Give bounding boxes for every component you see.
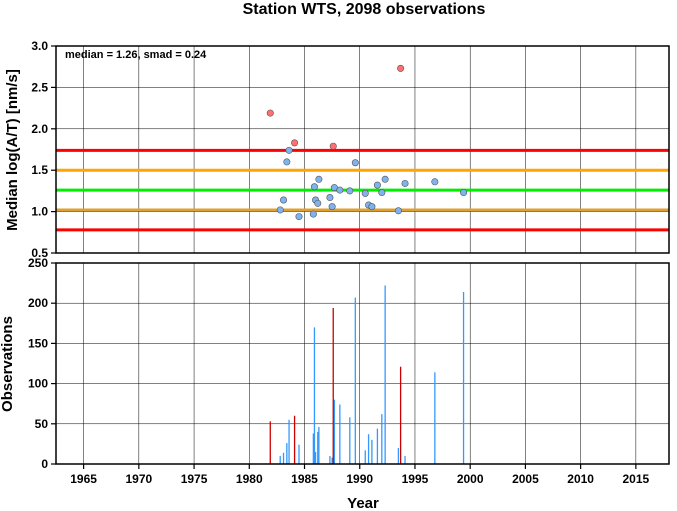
top-y-ticks: 0.5 1.0 1.5 2.0 2.5 3.0 <box>31 39 56 260</box>
top-y-tick-label: 1.0 <box>31 205 48 219</box>
data-point <box>315 175 323 183</box>
bottom-y-tick-label: 0 <box>41 457 48 471</box>
x-tick-label: 1975 <box>181 472 208 486</box>
x-tick-label: 2010 <box>567 472 594 486</box>
top-y-tick-label: 0.5 <box>31 246 48 260</box>
top-data-points <box>266 64 468 221</box>
bottom-plot-frame <box>55 262 670 465</box>
x-tick-label: 2005 <box>512 472 539 486</box>
data-point <box>346 187 354 195</box>
stats-annotation: median = 1.26, smad = 0.24 <box>65 49 207 61</box>
top-y-axis-title: Median log(A/T) [nm/s] <box>4 69 21 231</box>
top-panel: 0.5 1.0 1.5 2.0 2.5 3.0 median = 1.26, smad =… <box>4 39 670 260</box>
bottom-y-axis-title: Observations <box>0 316 16 412</box>
top-plot-frame <box>55 45 670 254</box>
data-point <box>368 203 376 211</box>
data-point <box>397 64 405 72</box>
x-tick-label: 1995 <box>402 472 429 486</box>
x-tick-label: 1985 <box>291 472 318 486</box>
bottom-grid <box>56 262 669 465</box>
data-point <box>276 206 284 214</box>
data-point <box>361 189 369 197</box>
data-point <box>329 142 337 150</box>
top-reference-lines <box>56 148 669 232</box>
data-point <box>431 178 439 186</box>
data-point <box>460 189 468 197</box>
data-point <box>328 203 336 211</box>
x-tick-label: 1970 <box>125 472 152 486</box>
data-point <box>351 159 359 167</box>
bottom-y-tick-label: 200 <box>28 296 48 310</box>
chart-title: Station WTS, 2098 observations <box>243 1 486 18</box>
top-y-tick-label: 1.5 <box>31 163 48 177</box>
data-point <box>394 207 402 215</box>
x-tick-label: 1980 <box>236 472 263 486</box>
bottom-y-ticks: 0 50 100 150 200 250 <box>28 256 56 471</box>
bottom-y-tick-label: 50 <box>35 417 49 431</box>
data-point <box>266 109 274 117</box>
bottom-y-tick-label: 150 <box>28 336 48 350</box>
data-point <box>381 175 389 183</box>
data-point <box>378 189 386 197</box>
data-point <box>373 181 381 189</box>
data-point <box>283 158 291 166</box>
top-y-tick-label: 2.0 <box>31 122 48 136</box>
bottom-panel: 0 50 100 150 200 250 1965 1970 1975 1980 1985 1990… <box>0 256 670 511</box>
data-point <box>295 213 303 221</box>
x-axis-title: Year <box>347 495 379 511</box>
data-point <box>326 194 334 202</box>
bottom-x-ticks: 1965 1970 1975 1980 1985 1990 1995 2000 2005 2010… <box>70 464 650 486</box>
data-point <box>310 183 318 191</box>
data-point <box>309 210 317 218</box>
data-point <box>401 179 409 187</box>
data-point <box>291 139 299 147</box>
data-point <box>336 186 344 194</box>
data-point <box>280 196 288 204</box>
x-tick-label: 2000 <box>457 472 484 486</box>
x-tick-label: 1990 <box>346 472 373 486</box>
top-y-tick-label: 2.5 <box>31 80 48 94</box>
bottom-y-tick-label: 250 <box>28 256 48 270</box>
x-tick-label: 2015 <box>623 472 650 486</box>
top-y-tick-label: 3.0 <box>31 39 48 53</box>
bottom-y-tick-label: 100 <box>28 377 48 391</box>
x-tick-label: 1965 <box>70 472 97 486</box>
bottom-bars <box>269 285 465 464</box>
data-point <box>285 146 293 154</box>
data-point <box>314 199 322 207</box>
